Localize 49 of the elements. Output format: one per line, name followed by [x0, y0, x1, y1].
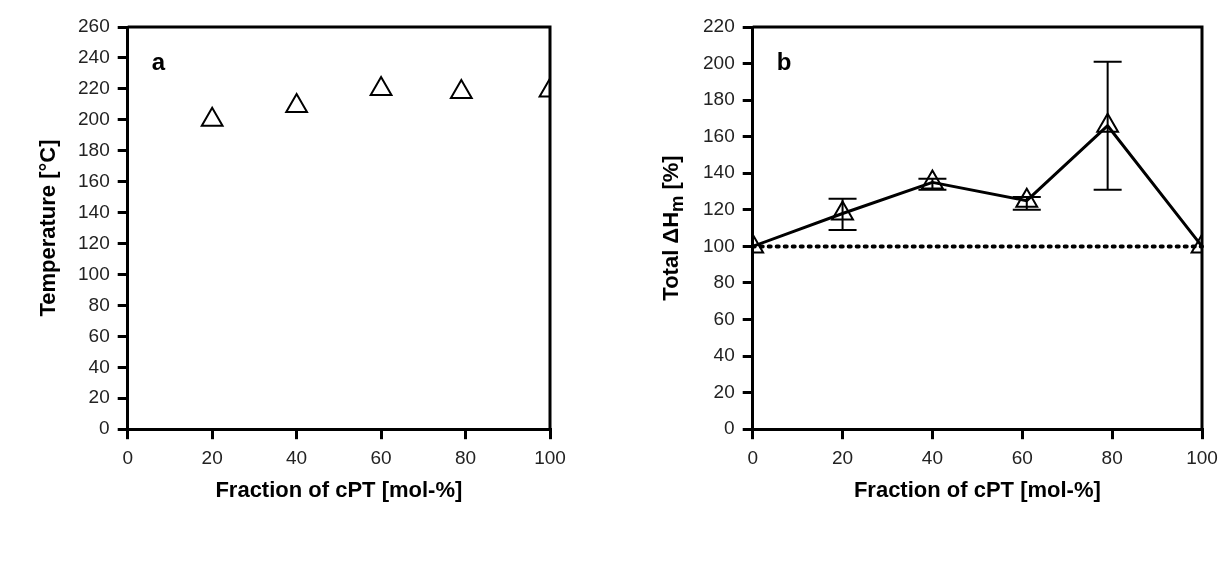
y-tick-label: 200 — [78, 108, 110, 130]
y-tick-label: 40 — [713, 344, 735, 366]
y-tick-label: 180 — [703, 88, 735, 110]
y-tick-label: 100 — [78, 262, 110, 284]
y-tick-label: 160 — [78, 169, 110, 191]
y-tick-label: 20 — [88, 386, 110, 408]
x-tick-label: 20 — [831, 446, 854, 468]
y-tick-label: 160 — [703, 124, 735, 146]
point — [921, 169, 944, 190]
x-tick-label: 0 — [122, 446, 133, 468]
y-tick-label: 200 — [703, 51, 735, 73]
point — [449, 78, 473, 99]
annotation: b — [776, 47, 792, 75]
y-axis-title: Temperature [°C] — [34, 139, 61, 317]
y-tick-label: 260 — [78, 15, 110, 37]
y-tick-label: 120 — [703, 198, 735, 220]
y-tick-label: 20 — [713, 380, 735, 402]
point — [285, 92, 309, 113]
x-tick-label: 0 — [747, 446, 758, 468]
x-axis-title: Fraction of cPT [mol-%] — [215, 477, 463, 504]
x-tick-label: 100 — [1186, 446, 1218, 468]
y-tick-label: 140 — [703, 161, 735, 183]
x-tick-label: 60 — [370, 446, 392, 468]
x-tick-label: 100 — [534, 446, 566, 468]
y-tick-label: 220 — [703, 15, 735, 37]
point — [1015, 187, 1039, 208]
y-tick-label: 0 — [724, 417, 735, 439]
y-tick-label: 240 — [78, 46, 110, 68]
y-tick-label: 100 — [703, 234, 735, 256]
x-axis-title: Fraction of cPT [mol-%] — [853, 477, 1101, 504]
y-tick-label: 0 — [99, 417, 110, 439]
y-tick-label: 60 — [88, 324, 110, 346]
annotation: a — [151, 47, 166, 75]
y-tick-label: 80 — [88, 293, 110, 315]
y-tick-label: 220 — [78, 77, 110, 99]
y-tick-label: 140 — [78, 200, 110, 222]
x-tick-label: 40 — [921, 446, 943, 468]
y-tick-label: 180 — [78, 138, 110, 160]
point — [200, 106, 224, 127]
y-tick-label: 40 — [88, 355, 110, 377]
point — [369, 75, 393, 96]
x-tick-label: 80 — [454, 446, 477, 468]
y-tick-label: 120 — [78, 231, 110, 253]
x-tick-label: 40 — [286, 446, 308, 468]
x-tick-label: 60 — [1011, 446, 1033, 468]
x-tick-label: 20 — [201, 446, 223, 468]
y-tick-label: 80 — [713, 271, 735, 293]
y-tick-label: 60 — [713, 307, 735, 329]
x-tick-label: 80 — [1101, 446, 1123, 468]
